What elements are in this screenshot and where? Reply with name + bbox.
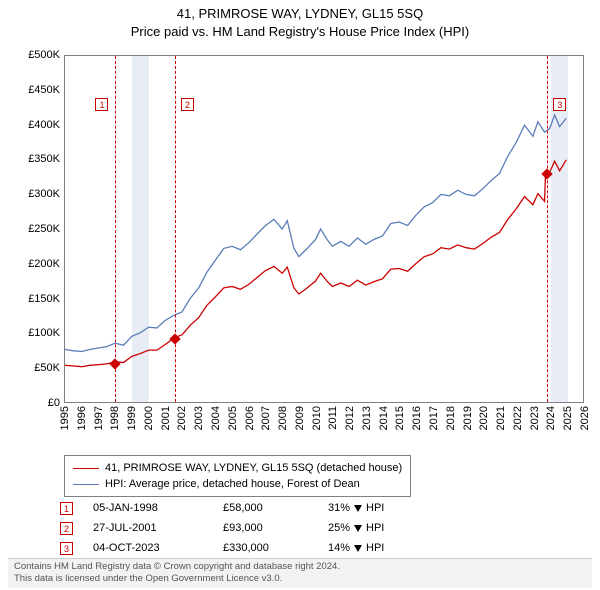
x-axis-tick-label: 2016 [411, 406, 423, 430]
x-axis-tick-label: 1995 [59, 406, 71, 430]
x-axis-tick-label: 2010 [311, 406, 323, 430]
transaction-index-box: 1 [60, 502, 73, 515]
plot-area: 1 2 3 [64, 55, 584, 403]
chart-svg [65, 56, 583, 402]
transaction-suffix: HPI [366, 502, 384, 514]
arrow-down-icon [354, 545, 362, 552]
series-property [65, 160, 566, 367]
legend-row: HPI: Average price, detached house, Fore… [73, 476, 402, 492]
transaction-price: £93,000 [223, 522, 328, 534]
transaction-vline [175, 56, 176, 402]
x-axis-tick-label: 2007 [260, 406, 272, 430]
transaction-vline [547, 56, 548, 402]
x-axis-tick-label: 2001 [160, 406, 172, 430]
transaction-hpi-delta: 25% HPI [328, 522, 384, 534]
transaction-date: 27-JUL-2001 [93, 522, 223, 534]
y-axis-tick-label: £400K [10, 119, 60, 131]
legend: 41, PRIMROSE WAY, LYDNEY, GL15 5SQ (deta… [64, 455, 411, 497]
x-axis-tick-label: 2021 [495, 406, 507, 430]
x-axis-tick-label: 2018 [445, 406, 457, 430]
license-line2: This data is licensed under the Open Gov… [14, 573, 586, 585]
y-axis-tick-label: £300K [10, 188, 60, 200]
arrow-down-icon [354, 505, 362, 512]
legend-label: 41, PRIMROSE WAY, LYDNEY, GL15 5SQ (deta… [105, 462, 402, 474]
transaction-badge: 2 [181, 98, 194, 111]
legend-label: HPI: Average price, detached house, Fore… [105, 478, 360, 490]
x-axis-tick-label: 1997 [93, 406, 105, 430]
x-axis-tick-label: 1996 [76, 406, 88, 430]
chart-subtitle: Price paid vs. HM Land Registry's House … [0, 21, 600, 39]
x-axis-tick-label: 2003 [193, 406, 205, 430]
transaction-row: 2 27-JUL-2001£93,00025% HPI [60, 518, 384, 538]
x-axis-tick-label: 1998 [109, 406, 121, 430]
legend-swatch [73, 468, 99, 469]
x-axis-tick-label: 1999 [126, 406, 138, 430]
x-axis-tick-label: 2009 [294, 406, 306, 430]
transaction-price: £330,000 [223, 542, 328, 554]
transaction-index-box: 3 [60, 542, 73, 555]
x-axis-tick-label: 2015 [394, 406, 406, 430]
x-axis-tick-label: 2026 [579, 406, 591, 430]
transactions-table: 1 05-JAN-1998£58,00031% HPI 2 27-JUL-2001£93… [60, 498, 384, 558]
transaction-date: 05-JAN-1998 [93, 502, 223, 514]
y-axis-tick-label: £500K [10, 49, 60, 61]
transaction-row: 1 05-JAN-1998£58,00031% HPI [60, 498, 384, 518]
y-axis-tick-label: £250K [10, 223, 60, 235]
x-axis-tick-label: 2022 [512, 406, 524, 430]
x-axis-tick-label: 2002 [176, 406, 188, 430]
transaction-price: £58,000 [223, 502, 328, 514]
x-axis-tick-label: 2013 [361, 406, 373, 430]
transaction-badge: 1 [95, 98, 108, 111]
y-axis-tick-label: £200K [10, 258, 60, 270]
x-axis-tick-label: 2014 [378, 406, 390, 430]
chart-container: 41, PRIMROSE WAY, LYDNEY, GL15 5SQ Price… [0, 0, 600, 590]
transaction-badge: 3 [553, 98, 566, 111]
y-axis-tick-label: £0 [10, 397, 60, 409]
x-axis-tick-label: 2012 [344, 406, 356, 430]
x-axis-tick-label: 2024 [545, 406, 557, 430]
x-axis-tick-label: 2020 [478, 406, 490, 430]
y-axis-tick-label: £100K [10, 327, 60, 339]
x-axis-tick-label: 2000 [143, 406, 155, 430]
x-axis-tick-label: 2025 [562, 406, 574, 430]
transaction-suffix: HPI [366, 542, 384, 554]
transaction-hpi-delta: 14% HPI [328, 542, 384, 554]
x-axis-tick-label: 2005 [227, 406, 239, 430]
arrow-down-icon [354, 525, 362, 532]
transaction-hpi-delta: 31% HPI [328, 502, 384, 514]
transaction-vline [115, 56, 116, 402]
license-footer: Contains HM Land Registry data © Crown c… [8, 558, 592, 588]
transaction-pct: 14% [328, 542, 350, 554]
transaction-row: 3 04-OCT-2023£330,00014% HPI [60, 538, 384, 558]
x-axis-tick-label: 2004 [210, 406, 222, 430]
transaction-pct: 25% [328, 522, 350, 534]
transaction-suffix: HPI [366, 522, 384, 534]
transaction-date: 04-OCT-2023 [93, 542, 223, 554]
x-axis-tick-label: 2017 [428, 406, 440, 430]
chart-area: 1 2 3 £0 £50K £100K £150K £200K £250K £300K £350K… [8, 50, 592, 450]
transaction-pct: 31% [328, 502, 350, 514]
legend-swatch [73, 484, 99, 485]
x-axis-tick-label: 2008 [277, 406, 289, 430]
chart-title: 41, PRIMROSE WAY, LYDNEY, GL15 5SQ [0, 0, 600, 21]
x-axis-tick-label: 2011 [327, 406, 339, 430]
legend-row: 41, PRIMROSE WAY, LYDNEY, GL15 5SQ (deta… [73, 460, 402, 476]
x-axis-tick-label: 2019 [462, 406, 474, 430]
y-axis-tick-label: £50K [10, 362, 60, 374]
y-axis-tick-label: £450K [10, 84, 60, 96]
x-axis-tick-label: 2023 [529, 406, 541, 430]
license-line1: Contains HM Land Registry data © Crown c… [14, 561, 586, 573]
y-axis-tick-label: £350K [10, 153, 60, 165]
y-axis-tick-label: £150K [10, 293, 60, 305]
transaction-index-box: 2 [60, 522, 73, 535]
x-axis-tick-label: 2006 [244, 406, 256, 430]
series-hpi [65, 115, 566, 352]
